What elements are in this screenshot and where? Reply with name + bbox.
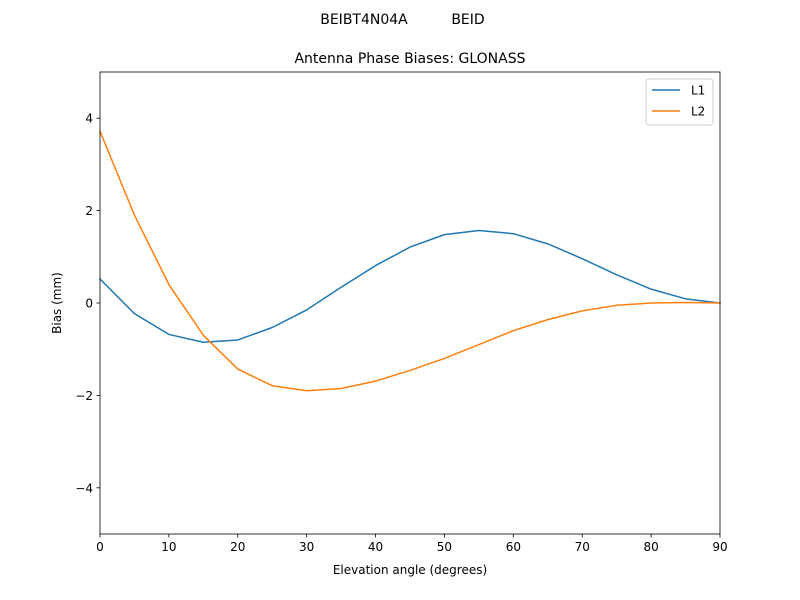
x-axis-label: Elevation angle (degrees): [333, 563, 487, 577]
x-tick-label: 40: [368, 540, 383, 554]
plot-area: 0 10 20 30 40 50 60 70 80 90 −4 −2 0 2 4: [75, 71, 728, 554]
x-tick-label: 60: [506, 540, 521, 554]
y-tick-label: 4: [85, 112, 93, 126]
x-tick-label: 30: [299, 540, 314, 554]
x-tick-label: 0: [96, 540, 104, 554]
series-line-l1: [98, 229, 721, 344]
y-tick-label: −4: [75, 481, 93, 495]
x-tick-label: 80: [643, 540, 658, 554]
x-tick-label: 10: [161, 540, 176, 554]
suptitle-right: BEID: [451, 12, 484, 28]
legend-label-l2: L2: [691, 105, 705, 119]
chart-title: Antenna Phase Biases: GLONASS: [294, 51, 525, 67]
x-tick-label: 50: [437, 540, 452, 554]
y-tick-label: −2: [75, 389, 93, 403]
y-tick-label: 0: [85, 297, 93, 311]
y-tick-label: 2: [85, 204, 93, 218]
x-tick-label: 20: [230, 540, 245, 554]
legend: L1 L2: [645, 78, 714, 126]
legend-label-l1: L1: [691, 84, 705, 98]
x-tick-label: 90: [712, 540, 727, 554]
x-tick-label: 70: [575, 540, 590, 554]
suptitle-left: BEIBT4N04A: [320, 12, 408, 28]
y-axis-label: Bias (mm): [50, 272, 64, 334]
series-line-l2: [99, 130, 721, 392]
